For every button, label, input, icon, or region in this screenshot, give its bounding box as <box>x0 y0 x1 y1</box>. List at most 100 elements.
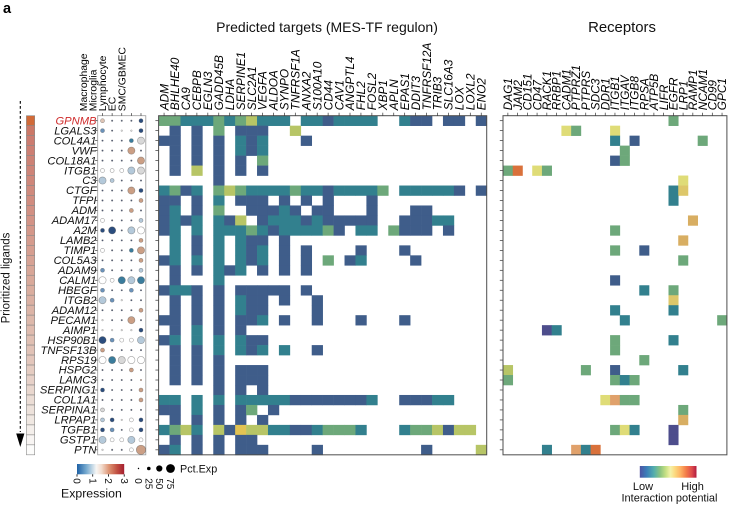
svg-text:DDIT3: DDIT3 <box>409 76 423 111</box>
svg-text:Macrophage: Macrophage <box>79 53 90 111</box>
svg-text:ITGB1: ITGB1 <box>64 165 96 177</box>
svg-text:ITGAV: ITGAV <box>618 74 632 110</box>
svg-text:LAMC3: LAMC3 <box>59 375 97 387</box>
svg-text:HSP90B1: HSP90B1 <box>47 335 96 347</box>
svg-text:TRIB3: TRIB3 <box>431 76 445 110</box>
svg-text:ITGB8: ITGB8 <box>628 76 642 111</box>
svg-text:VEGFA: VEGFA <box>256 71 270 110</box>
svg-text:CALM1: CALM1 <box>59 275 96 287</box>
svg-text:TIMP1: TIMP1 <box>64 245 97 257</box>
svg-text:Microglia: Microglia <box>88 69 99 111</box>
svg-text:S100A10: S100A10 <box>310 61 324 110</box>
svg-text:Expression: Expression <box>61 486 122 500</box>
svg-text:GSTP1: GSTP1 <box>60 435 97 447</box>
svg-text:VWF: VWF <box>72 145 98 157</box>
svg-text:ANXA2: ANXA2 <box>299 71 313 111</box>
svg-text:High: High <box>681 481 704 493</box>
svg-text:CTGF: CTGF <box>66 185 98 197</box>
svg-text:CA9: CA9 <box>179 87 193 110</box>
svg-text:Lymphocyte: Lymphocyte <box>98 55 109 111</box>
svg-text:RRBP1: RRBP1 <box>550 71 564 110</box>
svg-text:ANGPTL4: ANGPTL4 <box>343 56 357 111</box>
svg-text:1: 1 <box>86 478 97 484</box>
svg-text:GPC1: GPC1 <box>715 78 729 110</box>
svg-text:COL5A3: COL5A3 <box>54 255 98 267</box>
svg-text:TNFRSF12A: TNFRSF12A <box>420 43 434 111</box>
svg-text:TNFSF13B: TNFSF13B <box>41 345 97 357</box>
svg-text:EGFR: EGFR <box>667 77 681 110</box>
svg-text:Low: Low <box>633 481 653 493</box>
svg-text:SERPINE1: SERPINE1 <box>234 52 248 110</box>
svg-text:CD44: CD44 <box>321 80 335 111</box>
svg-text:LRPAP1: LRPAP1 <box>54 415 96 427</box>
svg-text:LIFR: LIFR <box>657 84 671 110</box>
svg-text:RPSA: RPSA <box>637 78 651 110</box>
svg-text:FHL2: FHL2 <box>354 81 368 110</box>
svg-text:PTPRS: PTPRS <box>579 71 593 110</box>
svg-text:SERPINA1: SERPINA1 <box>41 405 96 417</box>
svg-text:COL1A1: COL1A1 <box>54 395 97 407</box>
svg-text:a: a <box>3 1 12 17</box>
svg-text:RACK1: RACK1 <box>540 71 554 110</box>
svg-text:CD151: CD151 <box>521 73 535 110</box>
svg-text:2: 2 <box>102 478 113 484</box>
svg-text:COL18A1: COL18A1 <box>47 155 96 167</box>
svg-text:LDHA: LDHA <box>223 79 237 111</box>
svg-text:PTN: PTN <box>74 445 97 457</box>
svg-text:EPAS1: EPAS1 <box>398 73 412 110</box>
svg-text:ENO2: ENO2 <box>474 78 488 111</box>
svg-text:CAV1: CAV1 <box>332 80 346 110</box>
svg-text:DAG1: DAG1 <box>501 78 515 110</box>
svg-text:CADM1: CADM1 <box>559 69 573 110</box>
svg-text:ADM: ADM <box>157 84 171 111</box>
svg-text:C3: C3 <box>82 175 97 187</box>
svg-text:LAMB2: LAMB2 <box>60 235 97 247</box>
svg-text:0: 0 <box>132 478 143 484</box>
svg-text:TFPI: TFPI <box>72 195 96 207</box>
svg-text:JAM2: JAM2 <box>511 80 525 112</box>
svg-text:GPNMB: GPNMB <box>55 115 97 127</box>
svg-text:SLC16A3: SLC16A3 <box>442 59 456 110</box>
svg-text:ADAM17: ADAM17 <box>51 215 98 227</box>
svg-text:50: 50 <box>153 478 164 490</box>
svg-text:Interaction potential: Interaction potential <box>621 493 717 505</box>
svg-text:RPS19: RPS19 <box>61 355 96 367</box>
svg-text:XBP1: XBP1 <box>376 80 390 111</box>
svg-text:GADD45B: GADD45B <box>212 55 226 110</box>
svg-text:RAMP1: RAMP1 <box>686 70 700 111</box>
svg-text:EGLN3: EGLN3 <box>201 71 215 110</box>
svg-text:CD47: CD47 <box>530 80 544 111</box>
svg-text:FOSL2: FOSL2 <box>365 72 379 110</box>
svg-text:ITGB1: ITGB1 <box>608 76 622 110</box>
svg-text:CD99: CD99 <box>706 80 720 111</box>
svg-text:SLC2A1: SLC2A1 <box>245 66 259 110</box>
svg-text:ADAM9: ADAM9 <box>57 265 97 277</box>
svg-text:ALDOA: ALDOA <box>267 70 281 111</box>
svg-text:A2M: A2M <box>72 225 97 237</box>
svg-text:ADAM12: ADAM12 <box>51 305 98 317</box>
svg-text:LOX: LOX <box>453 85 467 110</box>
svg-text:DDR1: DDR1 <box>598 78 612 110</box>
svg-text:COL4A1: COL4A1 <box>54 135 97 147</box>
svg-text:SERPING1: SERPING1 <box>40 385 97 397</box>
svg-text:APLN: APLN <box>387 79 401 111</box>
svg-text:Pct.Exp: Pct.Exp <box>180 464 217 476</box>
svg-text:0: 0 <box>71 478 82 484</box>
svg-text:75: 75 <box>164 478 175 490</box>
svg-text:LOXL2: LOXL2 <box>464 73 478 110</box>
svg-text:CEBPB: CEBPB <box>190 70 204 110</box>
svg-text:AIMP1: AIMP1 <box>62 325 97 337</box>
svg-text:25: 25 <box>142 478 153 490</box>
svg-text:3: 3 <box>118 478 129 484</box>
svg-text:BHLHE40: BHLHE40 <box>168 57 182 110</box>
svg-text:LRP1: LRP1 <box>676 81 690 111</box>
svg-text:Predicted targets (MES-TF regu: Predicted targets (MES-TF regulon) <box>216 19 438 35</box>
svg-text:HSPG2: HSPG2 <box>59 365 98 377</box>
svg-text:PTPRZ1: PTPRZ1 <box>569 65 583 110</box>
svg-text:SDC3: SDC3 <box>589 78 603 110</box>
svg-text:NCAM1: NCAM1 <box>696 69 710 110</box>
svg-text:TNFRSF1A: TNFRSF1A <box>289 49 303 110</box>
svg-text:EC: EC <box>108 96 119 111</box>
svg-text:PECAM1: PECAM1 <box>50 315 96 327</box>
svg-text:SYNPO: SYNPO <box>278 69 292 110</box>
